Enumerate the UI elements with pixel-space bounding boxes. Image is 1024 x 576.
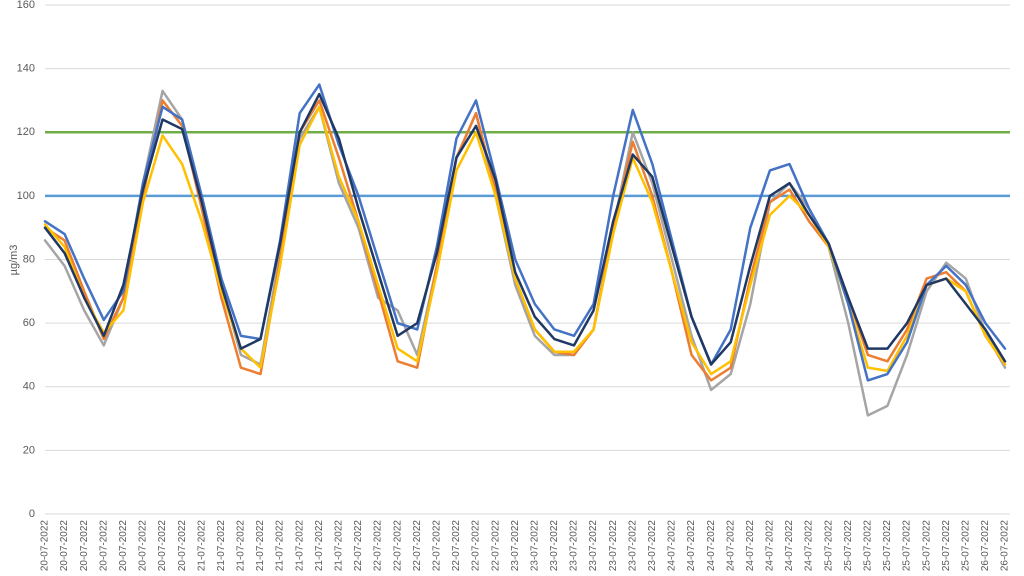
x-tick-label: 25-07-2022: [843, 520, 854, 572]
x-tick-label: 21-07-2022: [294, 520, 305, 572]
x-tick-label: 20-07-2022: [118, 520, 129, 572]
x-tick-label: 26-07-2022: [1000, 520, 1011, 572]
x-tick-label: 26-07-2022: [980, 520, 991, 572]
x-tick-label: 24-07-2022: [804, 520, 815, 572]
x-tick-label: 24-07-2022: [706, 520, 717, 572]
x-tick-label: 21-07-2022: [275, 520, 286, 572]
x-tick-label: 20-07-2022: [59, 520, 70, 572]
x-tick-label: 23-07-2022: [569, 520, 580, 572]
x-tick-label: 24-07-2022: [784, 520, 795, 572]
x-tick-label: 22-07-2022: [431, 520, 442, 572]
x-tick-label: 22-07-2022: [373, 520, 384, 572]
y-tick-label: 140: [17, 63, 35, 75]
x-tick-label: 20-07-2022: [177, 520, 188, 572]
x-tick-label: 20-07-2022: [98, 520, 109, 572]
x-tick-label: 23-07-2022: [529, 520, 540, 572]
x-tick-label: 22-07-2022: [451, 520, 462, 572]
y-axis-label: µg/m3: [8, 245, 20, 276]
x-tick-label: 22-07-2022: [392, 520, 403, 572]
x-tick-label: 22-07-2022: [471, 520, 482, 572]
x-tick-label: 25-07-2022: [862, 520, 873, 572]
x-tick-label: 22-07-2022: [353, 520, 364, 572]
x-tick-label: 20-07-2022: [138, 520, 149, 572]
x-tick-label: 25-07-2022: [882, 520, 893, 572]
y-tick-label: 120: [17, 126, 35, 138]
x-tick-label: 23-07-2022: [510, 520, 521, 572]
x-tick-label: 21-07-2022: [314, 520, 325, 572]
x-tick-label: 25-07-2022: [921, 520, 932, 572]
x-tick-label: 24-07-2022: [745, 520, 756, 572]
x-tick-label: 21-07-2022: [334, 520, 345, 572]
y-tick-label: 60: [23, 317, 35, 329]
x-tick-label: 22-07-2022: [490, 520, 501, 572]
x-tick-label: 24-07-2022: [667, 520, 678, 572]
x-tick-label: 25-07-2022: [960, 520, 971, 572]
x-tick-label: 21-07-2022: [255, 520, 266, 572]
x-tick-label: 25-07-2022: [941, 520, 952, 572]
x-tick-label: 25-07-2022: [902, 520, 913, 572]
x-tick-label: 24-07-2022: [725, 520, 736, 572]
series-line: [43, 83, 1007, 382]
x-tick-label: 23-07-2022: [588, 520, 599, 572]
x-tick-label: 21-07-2022: [236, 520, 247, 572]
y-tick-label: 100: [17, 190, 35, 202]
x-tick-label: 20-07-2022: [157, 520, 168, 572]
y-tick-label: 160: [17, 0, 35, 11]
x-tick-label: 21-07-2022: [196, 520, 207, 572]
x-tick-label: 24-07-2022: [765, 520, 776, 572]
x-tick-label: 21-07-2022: [216, 520, 227, 572]
x-tick-label: 23-07-2022: [647, 520, 658, 572]
x-tick-label: 23-07-2022: [627, 520, 638, 572]
x-tick-label: 23-07-2022: [549, 520, 560, 572]
x-tick-label: 20-07-2022: [40, 520, 51, 572]
x-tick-label: 22-07-2022: [412, 520, 423, 572]
y-tick-label: 40: [23, 381, 35, 393]
y-tick-label: 20: [23, 444, 35, 456]
x-tick-label: 23-07-2022: [608, 520, 619, 572]
x-tick-label: 20-07-2022: [79, 520, 90, 572]
x-tick-label: 24-07-2022: [686, 520, 697, 572]
y-tick-label: 80: [23, 253, 35, 265]
series-line: [43, 92, 1007, 366]
y-tick-label: 0: [29, 508, 35, 520]
x-tick-label: 25-07-2022: [823, 520, 834, 572]
